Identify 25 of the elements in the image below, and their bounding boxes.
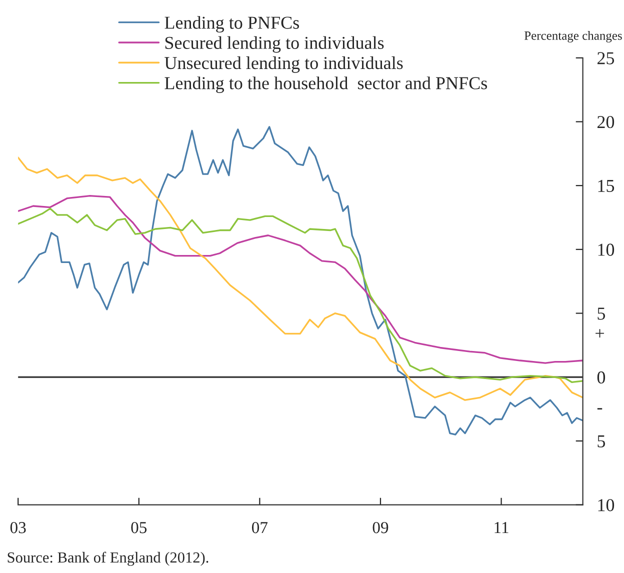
y-tick-label: 15 bbox=[598, 180, 614, 192]
x-tick-label: 11 bbox=[494, 522, 508, 534]
y-tick-label: 5 bbox=[598, 308, 606, 320]
y-tick-label: 20 bbox=[598, 116, 614, 128]
y-tick-label: 10 bbox=[598, 244, 614, 256]
legend-label: Lending to the household sector and PNFCs bbox=[164, 76, 488, 93]
x-tick-label: 07 bbox=[252, 522, 268, 534]
line-series bbox=[18, 208, 583, 384]
x-tick-label: 09 bbox=[372, 522, 388, 534]
y-tick-label: 0 bbox=[597, 371, 606, 384]
y-tick-label: 25 bbox=[598, 52, 614, 64]
line-series bbox=[18, 156, 583, 401]
legend-label: Secured lending to individuals bbox=[165, 36, 384, 53]
legend-label: Lending to PNFCs bbox=[164, 16, 299, 33]
x-tick-label: 05 bbox=[131, 522, 147, 534]
x-tick-label: 03 bbox=[10, 522, 26, 534]
y-tick-label: 5 bbox=[598, 435, 606, 448]
y-tick-label: 10 bbox=[598, 499, 614, 512]
text: + bbox=[596, 329, 604, 338]
line-series bbox=[18, 194, 583, 364]
source-note: Source: Bank of England (2012). bbox=[8, 552, 208, 566]
text: - bbox=[597, 408, 602, 410]
legend-label: Unsecured lending to individuals bbox=[164, 56, 403, 73]
y-axis-title: Percentage changes bbox=[524, 31, 622, 42]
line-series bbox=[18, 126, 583, 436]
